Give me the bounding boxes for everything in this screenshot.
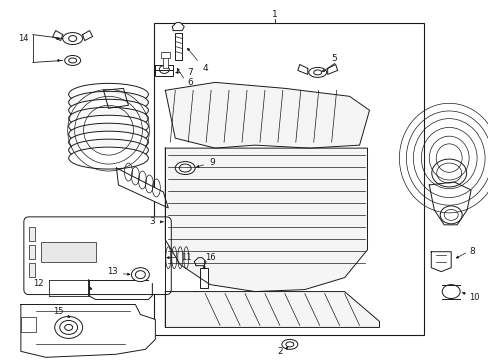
Polygon shape bbox=[103, 88, 128, 108]
Ellipse shape bbox=[68, 107, 148, 129]
Bar bbox=[200, 268, 208, 288]
Ellipse shape bbox=[441, 285, 459, 298]
Text: 10: 10 bbox=[468, 293, 478, 302]
Text: 15: 15 bbox=[53, 307, 64, 316]
Ellipse shape bbox=[68, 99, 148, 121]
Text: 7: 7 bbox=[187, 68, 193, 77]
Text: 13: 13 bbox=[107, 267, 118, 276]
Polygon shape bbox=[165, 148, 367, 292]
Polygon shape bbox=[53, 31, 62, 41]
Text: 1: 1 bbox=[271, 10, 277, 19]
Ellipse shape bbox=[68, 123, 148, 145]
Bar bbox=[161, 53, 170, 58]
Polygon shape bbox=[172, 23, 184, 31]
Text: 3: 3 bbox=[149, 217, 155, 226]
Polygon shape bbox=[165, 82, 369, 148]
Text: 4: 4 bbox=[202, 64, 207, 73]
Text: 9: 9 bbox=[209, 158, 215, 167]
Text: 12: 12 bbox=[34, 279, 44, 288]
Bar bbox=[29, 227, 35, 241]
Text: 8: 8 bbox=[468, 247, 474, 256]
Text: 6: 6 bbox=[187, 78, 193, 87]
FancyBboxPatch shape bbox=[24, 217, 171, 294]
Ellipse shape bbox=[131, 268, 149, 282]
Polygon shape bbox=[116, 168, 168, 208]
Polygon shape bbox=[194, 258, 206, 266]
Polygon shape bbox=[21, 305, 155, 357]
Ellipse shape bbox=[68, 139, 148, 161]
Ellipse shape bbox=[68, 91, 148, 113]
Bar bbox=[154, 23, 424, 336]
Bar bbox=[155, 66, 173, 71]
Ellipse shape bbox=[68, 131, 148, 153]
Ellipse shape bbox=[68, 147, 148, 169]
Bar bbox=[163, 53, 168, 68]
Ellipse shape bbox=[55, 316, 82, 338]
Bar bbox=[29, 245, 35, 259]
Text: 16: 16 bbox=[204, 253, 215, 262]
Ellipse shape bbox=[64, 55, 81, 66]
Text: 2: 2 bbox=[277, 347, 282, 356]
Text: 11: 11 bbox=[181, 253, 191, 262]
Text: 14: 14 bbox=[18, 34, 28, 43]
Polygon shape bbox=[327, 64, 337, 75]
Polygon shape bbox=[82, 31, 92, 41]
Polygon shape bbox=[428, 182, 470, 225]
Ellipse shape bbox=[175, 162, 195, 175]
Polygon shape bbox=[297, 64, 307, 75]
Bar bbox=[155, 68, 173, 76]
Text: 5: 5 bbox=[331, 54, 337, 63]
Bar bbox=[175, 32, 182, 60]
Ellipse shape bbox=[281, 339, 297, 349]
Polygon shape bbox=[88, 280, 152, 300]
Ellipse shape bbox=[308, 67, 326, 77]
Polygon shape bbox=[165, 292, 379, 328]
Ellipse shape bbox=[68, 84, 148, 105]
Bar bbox=[29, 263, 35, 276]
Bar bbox=[21, 318, 36, 332]
Ellipse shape bbox=[68, 115, 148, 137]
Bar bbox=[41, 242, 95, 262]
Polygon shape bbox=[430, 252, 450, 272]
